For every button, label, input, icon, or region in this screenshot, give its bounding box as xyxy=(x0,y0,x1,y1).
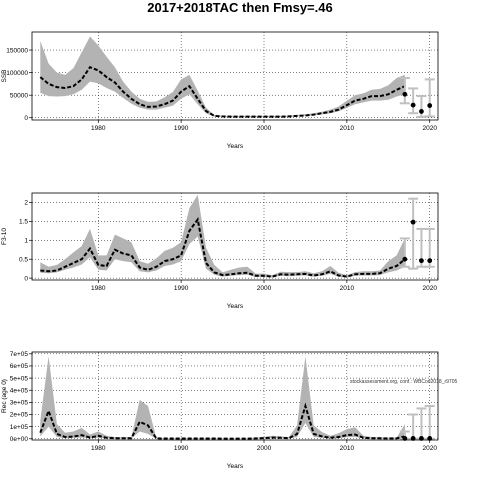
x-tick-label: 2010 xyxy=(340,445,355,452)
y-axis-label: SSB xyxy=(1,69,8,82)
y-tick-label: 1e+05 xyxy=(10,424,29,431)
x-tick-label: 1990 xyxy=(174,125,189,132)
panel-fishing-mortality: 1980 1990 2000 2010 2020 0 0.5 1 1.5 2 Years F3-10 xyxy=(1,192,439,310)
x-tick-label: 1980 xyxy=(91,125,106,132)
y-tick-label: 150000 xyxy=(6,47,28,54)
x-tick-label: 2020 xyxy=(422,125,437,132)
x-axis-label: Years xyxy=(227,303,244,310)
x-tick-label: 2000 xyxy=(257,285,272,292)
confidence-band xyxy=(40,194,405,278)
estimate-line xyxy=(39,402,406,440)
panel-ssb: 1980 1990 2000 2010 2020 0 50000 100000 150000 Ye… xyxy=(1,31,439,150)
estimate-line xyxy=(40,217,406,278)
x-axis-label: Years xyxy=(227,143,244,150)
page-title: 2017+2018TAC then Fmsy=.46 xyxy=(147,0,333,15)
y-tick-label: 2 xyxy=(24,200,28,207)
plot-frame xyxy=(31,31,439,121)
y-tick-label: 0 xyxy=(24,275,28,282)
y-tick-label: 0 xyxy=(24,115,28,122)
y-tick-label: 7e+05 xyxy=(10,351,29,358)
x-tick-label: 1980 xyxy=(91,445,106,452)
x-axis-label: Years xyxy=(227,463,244,470)
forecast-point xyxy=(419,109,424,114)
x-tick-label: 1990 xyxy=(174,445,189,452)
y-tick-label: 5e+05 xyxy=(10,375,29,382)
forecast-point xyxy=(402,256,408,262)
y-tick-label: 0.5 xyxy=(19,256,28,263)
y-axis-label: Rec (age 0) xyxy=(1,379,8,413)
panel-recruitment: 1980 1990 2000 2010 2020 0e+00 1e+05 2e+05 3e+05… xyxy=(1,351,439,470)
y-tick-label: 1.5 xyxy=(19,219,28,226)
y-tick-label: 1 xyxy=(24,237,28,244)
forecast-point xyxy=(419,258,424,264)
estimate-line xyxy=(39,65,406,118)
y-tick-label: 50000 xyxy=(10,92,28,99)
x-tick-label: 2020 xyxy=(422,285,437,292)
annotation-text: stockassessment.org, conf.: WBCod2018_r9… xyxy=(350,379,457,385)
forecast-point xyxy=(427,258,433,264)
y-tick-label: 3e+05 xyxy=(10,400,29,407)
forecast-point xyxy=(410,219,416,225)
plot-frame xyxy=(31,351,439,441)
forecast-point xyxy=(427,103,433,108)
forecast-point xyxy=(410,102,416,108)
x-tick-label: 2000 xyxy=(257,445,272,452)
confidence-band xyxy=(40,36,405,118)
x-tick-label: 2020 xyxy=(422,445,437,452)
y-axis-label: F3-10 xyxy=(1,228,8,245)
y-tick-label: 100000 xyxy=(6,70,28,77)
x-tick-label: 2010 xyxy=(340,125,355,132)
x-tick-label: 1980 xyxy=(91,285,106,292)
confidence-band xyxy=(40,356,405,439)
x-tick-label: 2000 xyxy=(257,125,272,132)
y-tick-label: 6e+05 xyxy=(10,363,29,370)
plot-frame xyxy=(31,192,439,281)
x-tick-label: 1990 xyxy=(174,285,189,292)
y-tick-label: 4e+05 xyxy=(10,387,29,394)
y-tick-label: 0e+00 xyxy=(10,436,29,443)
y-tick-label: 2e+05 xyxy=(10,412,29,419)
x-tick-label: 2010 xyxy=(340,285,355,292)
forecast-point xyxy=(402,91,408,97)
